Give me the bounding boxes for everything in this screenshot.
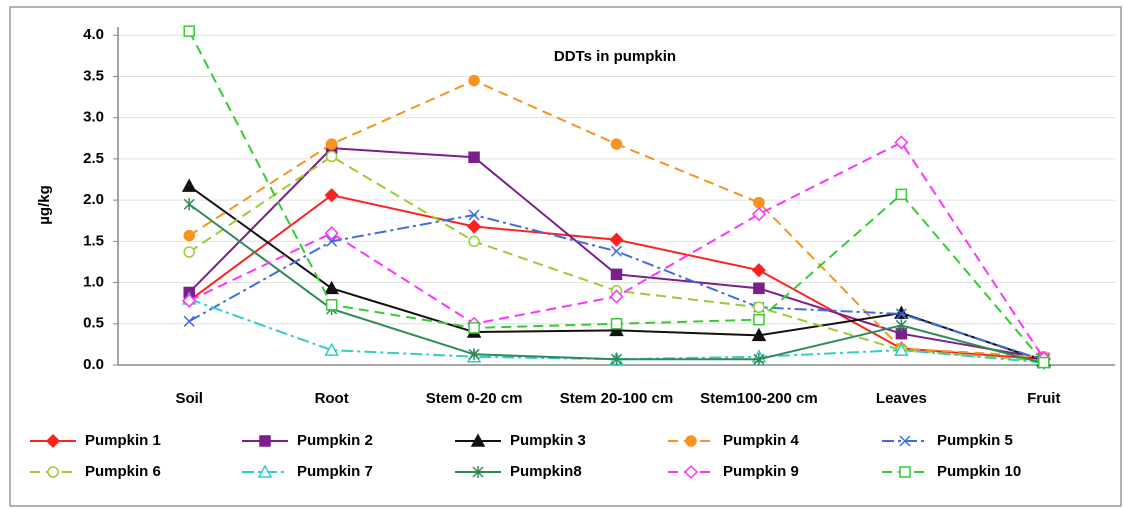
series-line (188, 203, 1045, 365)
legend-marker (685, 435, 697, 447)
data-point (468, 348, 480, 361)
data-point (751, 207, 766, 222)
chart-frame (9, 6, 1122, 507)
data-point (894, 135, 909, 150)
data-point (895, 188, 908, 201)
y-tick-label: 0.0 (83, 356, 104, 373)
y-tick-label: 1.5 (83, 232, 104, 249)
data-point (182, 293, 197, 308)
data-point (468, 74, 480, 87)
legend-label: Pumpkin 2 (297, 432, 373, 449)
legend-marker (259, 435, 271, 447)
data-point (753, 313, 765, 326)
legend-label: Pumpkin 6 (85, 463, 161, 480)
legend-marker (45, 433, 61, 449)
series-line (188, 30, 1045, 364)
data-point (609, 289, 624, 304)
data-point (751, 263, 766, 278)
legend-label: Pumpkin 4 (723, 432, 800, 449)
data-point (324, 280, 339, 295)
y-tick-label: 0.5 (83, 315, 104, 332)
x-tick-label: Stem 20-100 cm (559, 390, 674, 407)
data-point (324, 226, 339, 241)
data-point (468, 151, 480, 164)
y-tick-label: 1.0 (83, 274, 104, 291)
data-point (751, 327, 767, 342)
data-point (183, 25, 195, 37)
data-point (468, 209, 480, 221)
data-point (325, 150, 338, 163)
data-point (183, 198, 195, 211)
legend-label: Pumpkin 1 (85, 432, 161, 449)
data-point (183, 246, 195, 258)
data-point (753, 353, 765, 366)
legend-marker (47, 466, 59, 478)
legend-label: Pumpkin 3 (510, 432, 586, 449)
y-tick-label: 3.0 (83, 109, 104, 126)
y-tick-label: 4.0 (83, 26, 104, 43)
legend-marker (472, 466, 484, 478)
data-point (181, 178, 197, 192)
y-tick-label: 2.5 (83, 150, 104, 167)
x-tick-label: Leaves (875, 390, 927, 407)
data-point (894, 342, 909, 356)
x-tick-label: Stem 0-20 cm (425, 390, 523, 407)
legend-label: Pumpkin8 (510, 463, 582, 480)
y-tick-label: 2.0 (83, 191, 104, 208)
legend-label: Pumpkin 7 (297, 463, 373, 480)
data-point (610, 353, 623, 366)
legend-label: Pumpkin 9 (723, 463, 799, 480)
data-point (610, 138, 623, 150)
x-tick-label: Fruit (1027, 390, 1061, 407)
legend-marker (470, 433, 486, 447)
legend-marker (683, 464, 699, 480)
series-line (188, 79, 1044, 358)
legend-marker (899, 466, 911, 478)
legend-label: Pumpkin 10 (937, 463, 1021, 480)
data-point (325, 138, 338, 150)
data-point (324, 188, 339, 203)
data-point (609, 322, 624, 337)
data-point (468, 322, 480, 334)
data-point (753, 282, 765, 295)
data-point (325, 299, 338, 311)
data-point (183, 229, 195, 242)
data-point (183, 315, 195, 327)
data-point (610, 318, 623, 330)
data-point (609, 232, 624, 247)
data-point (753, 301, 765, 314)
data-point (753, 196, 765, 209)
data-point (468, 235, 480, 248)
x-tick-label: Soil (175, 390, 203, 407)
data-point (895, 319, 907, 332)
x-tick-label: Stem100-200 cm (700, 390, 818, 407)
legend-marker (257, 464, 273, 478)
legend-marker (899, 435, 911, 447)
x-tick-label: Root (314, 390, 349, 407)
data-point (467, 219, 482, 234)
chart-title: DDTs in pumpkin (554, 48, 676, 65)
data-point (1038, 356, 1050, 369)
data-point (895, 308, 907, 320)
y-axis-label: µg/kg (36, 185, 53, 224)
data-point (610, 245, 623, 257)
data-point (610, 268, 623, 281)
data-point (326, 235, 338, 247)
data-point (324, 342, 339, 356)
legend-label: Pumpkin 5 (937, 432, 1013, 449)
y-tick-label: 3.5 (83, 67, 104, 84)
